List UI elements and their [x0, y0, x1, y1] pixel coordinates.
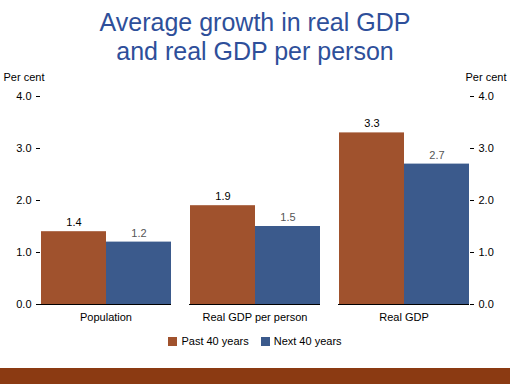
svg-text:3.0: 3.0	[16, 142, 31, 154]
html-text:Past 40 years: Past 40 years	[181, 335, 249, 347]
svg-text:4.0: 4.0	[16, 90, 31, 102]
svg-text:2.0: 2.0	[16, 194, 31, 206]
svg-text:1.9: 1.9	[215, 190, 230, 202]
html-text:Next 40 years: Next 40 years	[273, 335, 342, 347]
svg-text:Real GDP: Real GDP	[379, 311, 429, 323]
svg-text:1.0: 1.0	[16, 246, 31, 258]
svg-text:Per cent: Per cent	[466, 71, 507, 83]
svg-text:2.0: 2.0	[479, 194, 494, 206]
svg-text:1.4: 1.4	[66, 216, 81, 228]
svg-text:0.0: 0.0	[16, 298, 31, 310]
svg-text:Population: Population	[80, 311, 132, 323]
svg-text:4.0: 4.0	[479, 90, 494, 102]
svg-text:1.2: 1.2	[131, 227, 146, 239]
html-text:Average growth in real GDP: Average growth in real GDP	[99, 8, 411, 36]
svg-text:0.0: 0.0	[479, 298, 494, 310]
svg-text:3.0: 3.0	[479, 142, 494, 154]
svg-text:1.0: 1.0	[479, 246, 494, 258]
svg-text:3.3: 3.3	[364, 117, 379, 129]
svg-text:1.5: 1.5	[280, 211, 295, 223]
svg-text:2.7: 2.7	[429, 149, 444, 161]
svg-text:Per cent: Per cent	[4, 71, 45, 83]
svg-text:Real GDP per person: Real GDP per person	[203, 311, 308, 323]
html-text:and real GDP per person: and real GDP per person	[116, 37, 394, 65]
